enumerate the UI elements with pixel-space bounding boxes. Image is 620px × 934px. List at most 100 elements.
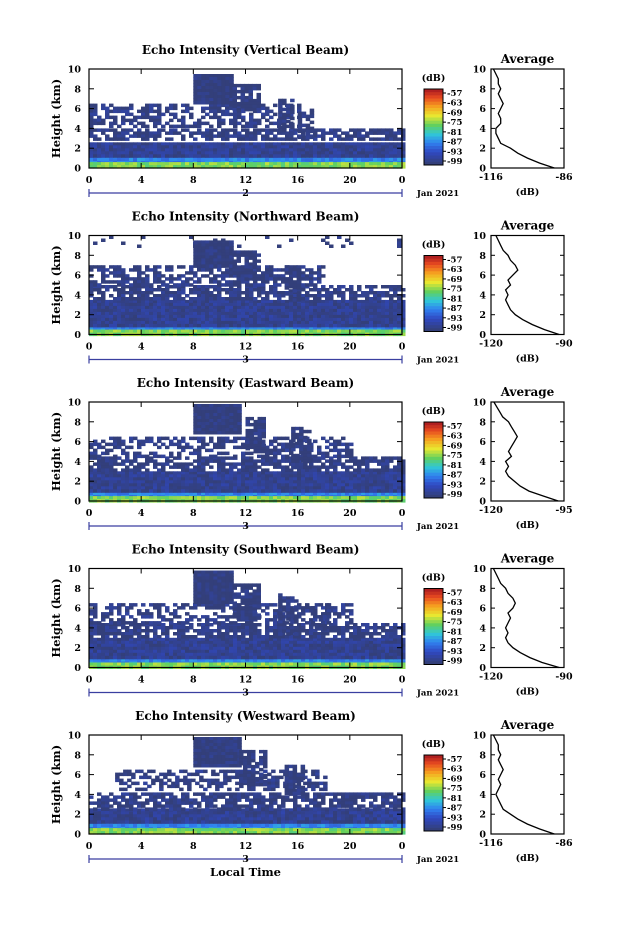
profile-y-tick-label: 4 xyxy=(479,124,486,135)
echo-cell xyxy=(249,306,254,310)
echo-cell xyxy=(193,98,198,102)
echo-cell xyxy=(281,496,286,500)
echo-cell xyxy=(201,116,206,120)
echo-cell xyxy=(125,113,130,117)
echo-cell xyxy=(109,142,114,146)
echo-cell xyxy=(125,277,130,281)
echo-cell xyxy=(145,288,150,292)
echo-cell xyxy=(205,462,210,466)
echo-cell xyxy=(285,477,290,481)
echo-cell xyxy=(189,496,194,500)
echo-cell xyxy=(253,468,258,472)
echo-cell xyxy=(245,318,250,322)
echo-cell xyxy=(293,471,298,475)
colorbar-segment xyxy=(424,303,443,307)
echo-cell xyxy=(245,262,250,266)
echo-cell xyxy=(329,324,334,328)
echo-cell xyxy=(113,158,118,162)
echo-cell xyxy=(137,318,142,322)
echo-cell xyxy=(257,93,262,97)
echo-cell xyxy=(213,280,218,284)
echo-cell xyxy=(129,312,134,316)
echo-cell xyxy=(241,309,246,313)
echo-cell xyxy=(321,315,326,319)
echo-cell xyxy=(241,312,246,316)
echo-cell xyxy=(341,474,346,478)
echo-cell xyxy=(157,119,162,123)
echo-cell xyxy=(105,496,110,500)
echo-cell xyxy=(105,315,110,319)
echo-cell xyxy=(213,95,218,99)
echo-cell xyxy=(145,134,150,138)
echo-cell xyxy=(89,443,94,447)
colorbar-segment xyxy=(424,124,443,128)
echo-cell xyxy=(285,306,290,310)
echo-cell xyxy=(245,274,250,278)
echo-cell xyxy=(141,471,146,475)
echo-cell xyxy=(289,280,294,284)
echo-cell xyxy=(241,468,246,472)
echo-cell xyxy=(189,277,194,281)
echo-cell xyxy=(193,137,198,141)
echo-cell xyxy=(101,465,106,469)
echo-cell xyxy=(225,474,230,478)
echo-cell xyxy=(117,154,122,158)
echo-cell xyxy=(277,321,282,325)
echo-cell xyxy=(137,486,142,490)
echo-cell xyxy=(293,474,298,478)
echo-cell xyxy=(393,154,398,158)
echo-cell xyxy=(349,158,354,162)
echo-cell xyxy=(117,324,122,328)
echo-cell xyxy=(193,312,198,316)
echo-cell xyxy=(129,321,134,325)
echo-cell xyxy=(261,283,266,287)
echo-cell xyxy=(141,309,146,313)
echo-cell xyxy=(265,119,270,123)
echo-cell xyxy=(393,137,398,141)
echo-cell xyxy=(161,128,166,132)
echo-cell xyxy=(141,134,146,138)
echo-cell xyxy=(197,92,202,96)
echo-cell xyxy=(293,486,298,490)
echo-cell xyxy=(89,162,94,166)
echo-cell xyxy=(345,239,350,243)
echo-cell xyxy=(245,96,250,100)
echo-cell xyxy=(117,477,122,481)
echo-cell xyxy=(177,151,182,155)
echo-cell xyxy=(373,306,378,310)
echo-cell xyxy=(249,468,254,472)
echo-cell xyxy=(253,162,258,166)
echo-cell xyxy=(89,324,94,328)
echo-cell xyxy=(245,253,250,257)
echo-cell xyxy=(253,283,258,287)
echo-cell xyxy=(137,483,142,487)
echo-cell xyxy=(249,134,254,138)
echo-cell xyxy=(129,294,134,298)
echo-cell xyxy=(385,151,390,155)
echo-cell xyxy=(93,134,98,138)
echo-cell xyxy=(245,288,250,292)
echo-cell xyxy=(201,258,206,262)
echo-cell xyxy=(241,137,246,141)
echo-cell xyxy=(161,321,166,325)
echo-cell xyxy=(129,268,134,272)
echo-cell xyxy=(137,303,142,307)
echo-cell xyxy=(101,489,106,493)
echo-cell xyxy=(197,252,202,256)
echo-cell xyxy=(205,291,210,295)
echo-cell xyxy=(169,142,174,146)
echo-cell xyxy=(321,148,326,152)
echo-cell xyxy=(165,309,170,313)
echo-cell xyxy=(265,483,270,487)
echo-cell xyxy=(273,104,278,108)
echo-cell xyxy=(245,137,250,141)
echo-cell xyxy=(189,116,194,120)
echo-cell xyxy=(377,145,382,149)
echo-cell xyxy=(317,274,322,278)
echo-cell xyxy=(217,142,222,146)
echo-cell xyxy=(129,119,134,123)
echo-cell xyxy=(105,474,110,478)
profile-x-tick-label: -86 xyxy=(555,172,573,183)
echo-cell xyxy=(329,291,334,295)
echo-cell xyxy=(133,291,138,295)
